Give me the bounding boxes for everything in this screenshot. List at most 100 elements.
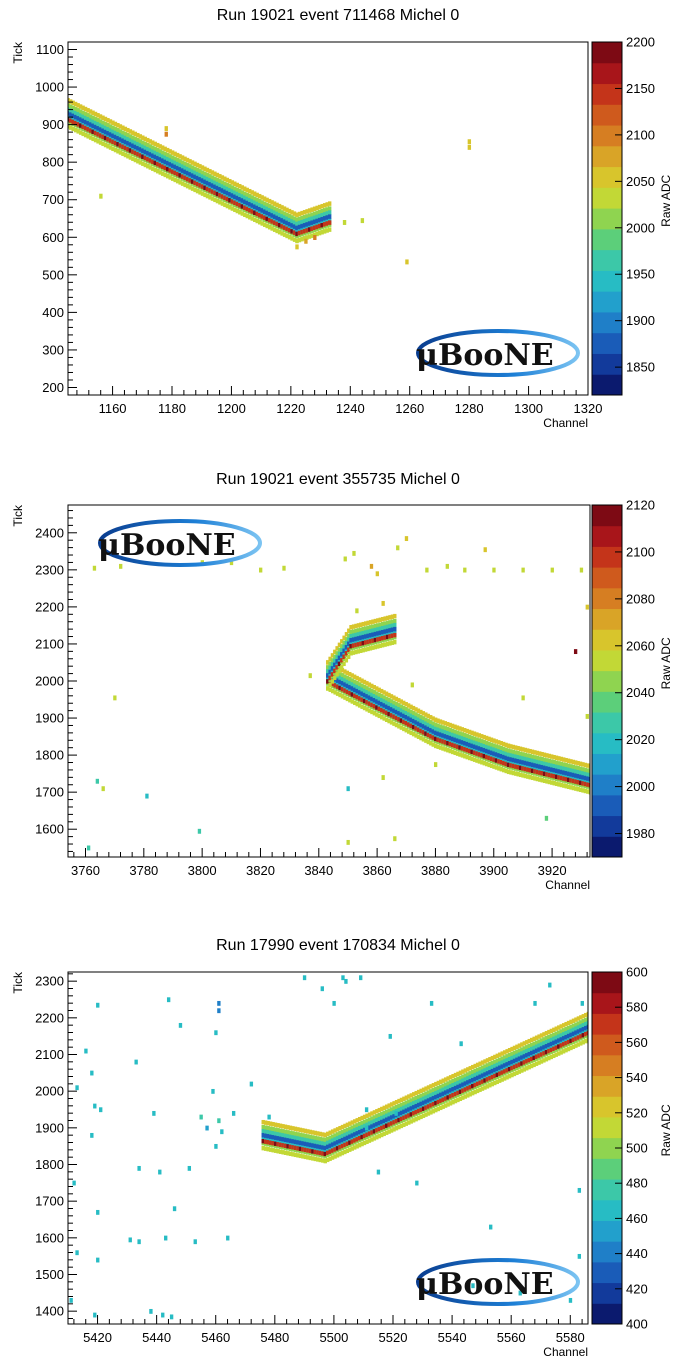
track-cell bbox=[280, 224, 284, 229]
track-cell bbox=[393, 622, 397, 628]
track-cell bbox=[283, 1137, 288, 1142]
track-cell bbox=[260, 200, 264, 205]
track-cell bbox=[180, 168, 185, 173]
track-cell bbox=[465, 741, 469, 747]
track-cell bbox=[365, 686, 369, 691]
track-cell bbox=[483, 1085, 487, 1090]
track-cell bbox=[173, 160, 177, 166]
track-cell bbox=[281, 1137, 285, 1142]
track-cell bbox=[581, 1033, 585, 1038]
track-cell bbox=[344, 645, 349, 650]
track-cell bbox=[315, 205, 319, 211]
track-cell bbox=[325, 211, 329, 216]
track-cell bbox=[335, 691, 340, 696]
track-cell bbox=[287, 217, 292, 223]
track-cell bbox=[497, 749, 501, 754]
track-cell bbox=[345, 696, 350, 702]
track-cell bbox=[377, 687, 381, 693]
track-cell bbox=[525, 1066, 529, 1071]
hit-cell bbox=[359, 975, 363, 981]
track-cell bbox=[383, 635, 387, 640]
track-cell bbox=[316, 1140, 320, 1145]
track-cell bbox=[490, 1055, 495, 1061]
track-cell bbox=[517, 1052, 522, 1057]
hit-cell bbox=[226, 1235, 230, 1241]
track-cell bbox=[446, 1076, 450, 1081]
track-cell bbox=[131, 149, 135, 154]
track-cell bbox=[429, 715, 433, 720]
track-cell bbox=[175, 161, 180, 167]
track-cell bbox=[111, 133, 115, 139]
colorbar-frame bbox=[591, 504, 623, 858]
y-tick-label: 2100 bbox=[35, 1047, 64, 1062]
track-cell bbox=[409, 717, 413, 723]
colorbar-tick-label: 1950 bbox=[626, 267, 655, 282]
track-cell bbox=[538, 777, 542, 782]
track-cell bbox=[383, 625, 387, 630]
track-cell bbox=[360, 1141, 364, 1147]
track-cell bbox=[579, 1028, 583, 1033]
track-cell bbox=[326, 1131, 330, 1137]
track-cell bbox=[73, 120, 78, 126]
track-cell bbox=[528, 748, 532, 754]
track-cell bbox=[564, 776, 568, 782]
track-cell bbox=[502, 1069, 507, 1074]
track-cell bbox=[261, 1119, 265, 1125]
track-cell bbox=[258, 193, 262, 199]
track-cell bbox=[88, 128, 93, 133]
track-cell bbox=[316, 1136, 320, 1141]
track-cell bbox=[213, 180, 217, 186]
colorbar-label: Raw ADC bbox=[659, 1104, 673, 1156]
track-cell bbox=[340, 1150, 345, 1156]
track-cell bbox=[138, 134, 143, 139]
track-cell bbox=[163, 165, 167, 171]
hit-cell bbox=[381, 600, 385, 606]
track-cell bbox=[490, 1068, 495, 1074]
track-cell bbox=[312, 219, 317, 225]
track-cell bbox=[571, 772, 576, 778]
track-cell bbox=[250, 195, 254, 200]
logo-text: μBooNE bbox=[416, 1267, 554, 1302]
track-cell bbox=[385, 634, 390, 640]
track-cell bbox=[185, 176, 190, 182]
track-cell bbox=[265, 216, 269, 222]
track-cell bbox=[407, 716, 411, 721]
track-cell bbox=[373, 618, 378, 624]
track-cell bbox=[188, 185, 192, 190]
track-cell bbox=[485, 1071, 490, 1076]
track-cell bbox=[470, 756, 474, 762]
track-cell bbox=[421, 1092, 426, 1097]
track-cell bbox=[356, 649, 361, 654]
track-cell bbox=[300, 215, 304, 221]
track-cell bbox=[549, 1054, 554, 1060]
colorbar-tick-label: 540 bbox=[626, 1070, 648, 1085]
track-cell bbox=[538, 770, 542, 775]
track-cell bbox=[529, 1050, 534, 1056]
track-cell bbox=[382, 695, 386, 700]
track-cell bbox=[497, 740, 501, 745]
track-cell bbox=[475, 758, 479, 763]
y-tick-label: 2200 bbox=[35, 1010, 64, 1025]
track-cell bbox=[526, 757, 530, 762]
track-cell bbox=[337, 651, 342, 657]
track-cell bbox=[407, 712, 411, 717]
track-cell bbox=[436, 718, 440, 723]
track-cell bbox=[539, 1059, 544, 1064]
track-cell bbox=[535, 769, 540, 775]
track-cell bbox=[188, 159, 192, 164]
track-cell bbox=[363, 640, 368, 645]
track-cell bbox=[183, 169, 187, 175]
track-cell bbox=[538, 751, 542, 756]
track-cell bbox=[526, 767, 530, 772]
microboone-logo: μBooNE bbox=[416, 329, 580, 377]
track-cell bbox=[170, 150, 175, 155]
track-cell bbox=[326, 686, 330, 691]
y-tick-label: 900 bbox=[42, 117, 64, 132]
track-cell bbox=[240, 190, 244, 195]
track-cell bbox=[360, 687, 364, 692]
track-cell bbox=[509, 757, 513, 762]
track-cell bbox=[337, 668, 342, 674]
track-cell bbox=[456, 1076, 460, 1082]
track-cell bbox=[387, 1108, 391, 1113]
track-cell bbox=[347, 633, 351, 638]
